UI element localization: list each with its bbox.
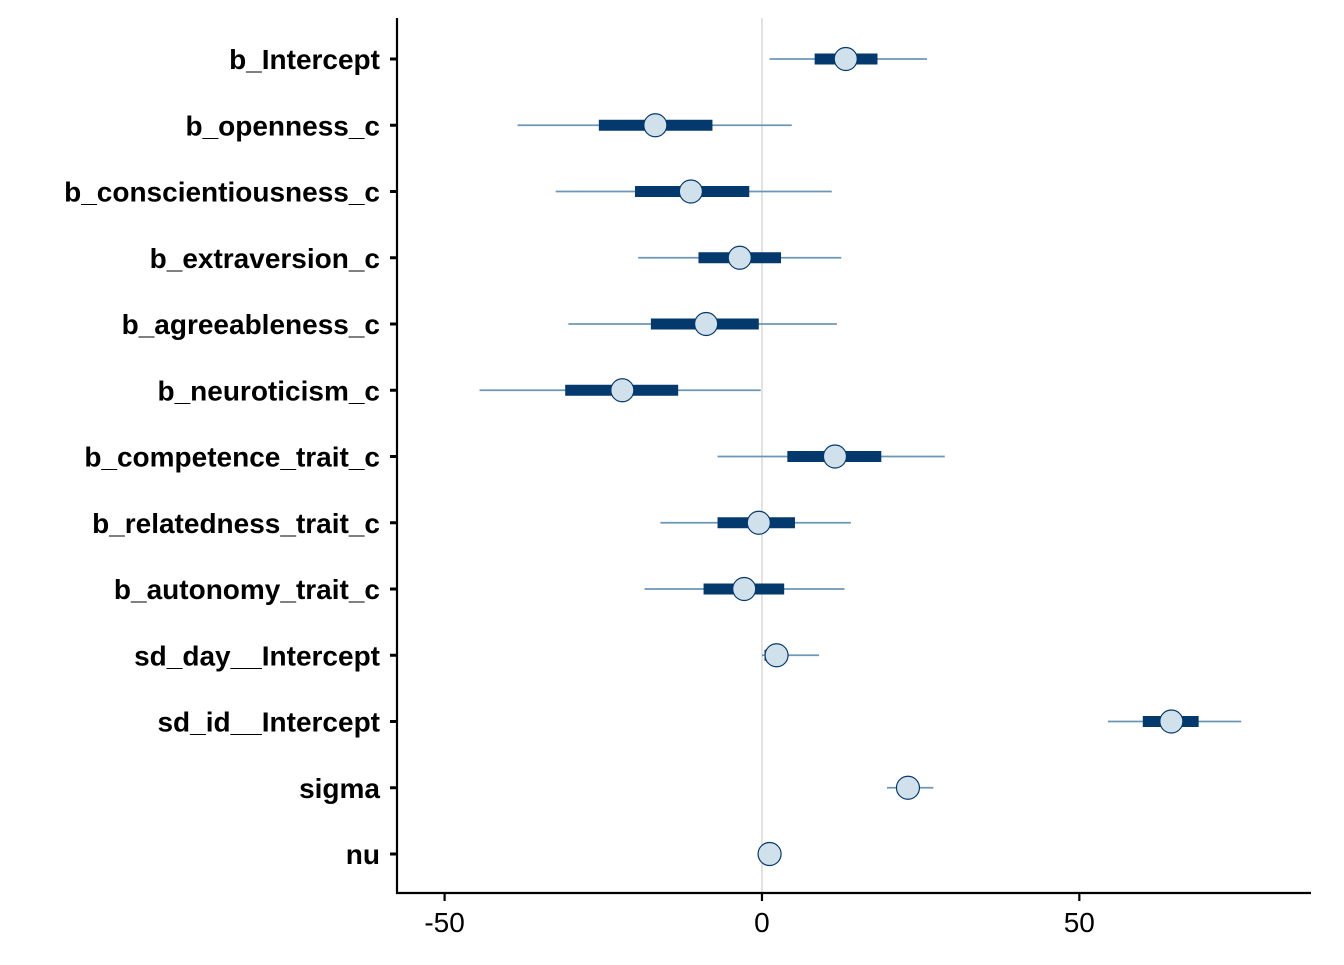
y-tick-label: b_competence_trait_c — [84, 442, 380, 473]
point-estimate — [746, 510, 771, 535]
y-tick-label: b_relatedness_trait_c — [92, 508, 380, 539]
point-estimate — [757, 841, 782, 867]
point-estimate — [678, 179, 703, 204]
y-tick-label: b_conscientiousness_c — [64, 177, 380, 208]
x-tick-label: -50 — [424, 907, 464, 938]
y-tick-label: sd_day__Intercept — [134, 640, 380, 671]
point-estimate — [764, 643, 789, 668]
point-estimate — [895, 775, 921, 800]
y-tick-label: b_openness_c — [185, 110, 380, 141]
y-tick-label: b_Intercept — [229, 44, 380, 75]
point-estimate — [610, 378, 635, 403]
point-estimate — [1159, 709, 1184, 734]
x-tick-label: 50 — [1064, 907, 1095, 938]
y-tick-label: b_autonomy_trait_c — [114, 574, 380, 605]
y-tick-label: b_extraversion_c — [150, 243, 380, 274]
point-estimate — [833, 46, 858, 72]
point-estimate — [694, 311, 719, 337]
point-estimate — [822, 444, 848, 469]
y-tick-label: b_agreeableness_c — [122, 309, 380, 340]
point-estimate — [727, 245, 752, 270]
y-tick-label: nu — [346, 839, 380, 870]
y-tick-label: sd_id__Intercept — [157, 707, 380, 738]
point-estimate — [732, 576, 757, 602]
y-tick-label: b_neuroticism_c — [157, 375, 380, 406]
x-tick-label: 0 — [754, 907, 770, 938]
y-tick-label: sigma — [299, 773, 380, 804]
axes-layer — [390, 18, 1311, 901]
point-estimate — [643, 113, 668, 138]
marks-layer — [479, 46, 1242, 867]
labels-layer: -50 0 50 b_Intercept b_openness_c b_conscient… — [64, 44, 1095, 938]
